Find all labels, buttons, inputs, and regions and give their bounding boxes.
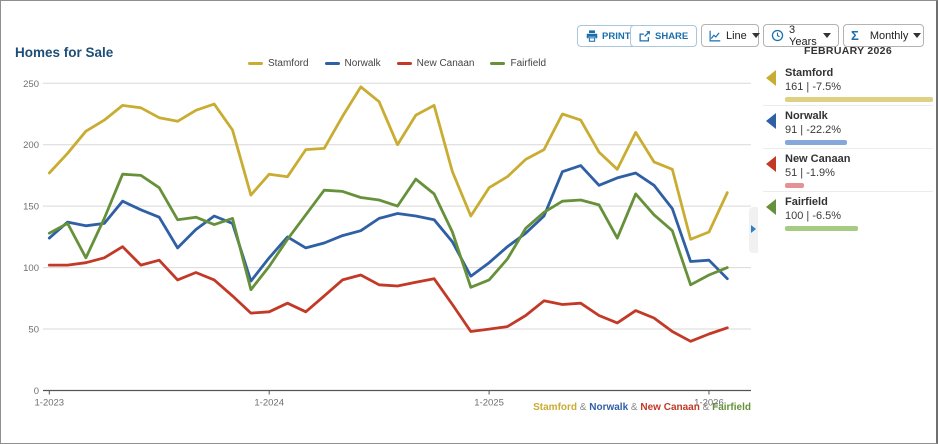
y-tick-label: 200 <box>23 140 39 151</box>
panel-entry-norwalk[interactable]: Norwalk 91 | -22.2% <box>763 105 933 148</box>
panel-entry-name: New Canaan <box>785 153 851 165</box>
printer-icon <box>586 30 598 42</box>
chart-type-label: Line <box>726 29 747 42</box>
panel-entry-new-canaan[interactable]: New Canaan 51 | -1.9% <box>763 148 933 191</box>
chevron-down-icon <box>751 33 760 38</box>
share-button[interactable]: SHARE <box>630 25 698 47</box>
sigma-icon: Σ <box>851 28 859 43</box>
panel-entry-stats: 161 | -7.5% <box>785 81 842 93</box>
panel-entry-stats: 91 | -22.2% <box>785 124 842 136</box>
panel-month-header: FEBRUARY 2026 <box>804 45 892 57</box>
series-line-fairfield <box>47 172 729 292</box>
chevron-down-icon <box>913 33 922 38</box>
panel-entry-bar <box>785 140 848 145</box>
panel-entry-name: Stamford <box>785 67 834 79</box>
print-button[interactable]: PRINT <box>577 25 640 47</box>
legend-swatch <box>247 62 263 65</box>
x-tick-label: 1-2025 <box>474 398 504 409</box>
panel-entry-name: Norwalk <box>785 110 828 122</box>
x-tick-label: 1-2024 <box>254 398 284 409</box>
y-tick-label: 150 <box>23 202 39 213</box>
panel-entry-bar <box>785 226 858 231</box>
left-arrow-icon <box>766 199 776 215</box>
footer-series-names: Stamford & Norwalk & New Canaan & Fairfi… <box>1 402 751 413</box>
x-tick-label: 1-2023 <box>35 398 65 409</box>
legend-item-stamford[interactable]: Stamford <box>247 58 309 69</box>
footer-separator: & <box>699 402 713 413</box>
left-arrow-icon <box>766 156 776 172</box>
y-tick-label: 100 <box>23 263 39 274</box>
panel-entry-stats: 51 | -1.9% <box>785 167 835 179</box>
panel-entry-bar <box>785 97 933 102</box>
series-line-new-canaan <box>47 245 729 343</box>
panel-entry-name: Fairfield <box>785 196 828 208</box>
share-label: SHARE <box>655 30 689 42</box>
footer-series-name: New Canaan <box>640 402 700 413</box>
panel-entry-stamford[interactable]: Stamford 161 | -7.5% <box>763 63 933 105</box>
chevron-down-icon <box>823 33 831 38</box>
chevron-right-icon <box>751 225 756 233</box>
current-month-panel: FEBRUARY 2026 Stamford 161 | -7.5% Norwa… <box>763 45 933 234</box>
legend-label: Stamford <box>267 58 309 69</box>
page-title: Homes for Sale <box>15 45 114 60</box>
chart-type-dropdown[interactable]: Line <box>701 24 760 47</box>
x-tick-label: 1-2026 <box>694 398 724 409</box>
clock-icon <box>771 29 784 42</box>
legend-swatch <box>324 62 340 65</box>
chart-legend: Stamford Norwalk New Canaan Fairfield <box>41 58 753 69</box>
legend-swatch <box>490 62 506 65</box>
series-line-norwalk <box>47 164 729 283</box>
footer-separator: & <box>628 402 641 413</box>
range-label: 3 Years <box>789 23 817 48</box>
legend-label: Norwalk <box>344 58 381 69</box>
y-tick-label: 250 <box>23 79 39 90</box>
print-label: PRINT <box>602 30 631 42</box>
legend-item-norwalk[interactable]: Norwalk <box>324 58 381 69</box>
footer-series-name: Norwalk <box>589 402 629 413</box>
legend-label: New Canaan <box>416 58 475 69</box>
line-chart-icon <box>709 30 721 42</box>
footer-separator: & <box>577 402 590 413</box>
y-tick-label: 50 <box>28 325 39 336</box>
footer-series-name: Fairfield <box>712 402 751 413</box>
series-line-stamford <box>47 85 729 241</box>
panel-entry-fairfield[interactable]: Fairfield 100 | -6.5% <box>763 191 933 234</box>
legend-item-fairfield[interactable]: Fairfield <box>490 58 546 69</box>
left-arrow-icon <box>766 70 776 86</box>
legend-label: Fairfield <box>510 58 547 69</box>
panel-collapse-tab[interactable] <box>749 207 758 253</box>
left-arrow-icon <box>766 113 776 129</box>
panel-entry-bar <box>785 183 805 188</box>
homes-for-sale-chart: 0 50 100 150 200 250 1-2023 1-2024 1-2025 1-2026 <box>23 79 751 409</box>
legend-item-new-canaan[interactable]: New Canaan <box>396 58 475 69</box>
interval-dropdown[interactable]: Σ Monthly <box>843 24 924 47</box>
panel-entry-stats: 100 | -6.5% <box>785 210 842 222</box>
legend-swatch <box>396 62 412 65</box>
footer-series-name: Stamford <box>533 402 578 413</box>
range-dropdown[interactable]: 3 Years <box>763 23 839 48</box>
interval-label: Monthly <box>869 29 909 42</box>
share-icon <box>639 30 651 42</box>
y-tick-label: 0 <box>34 386 39 397</box>
